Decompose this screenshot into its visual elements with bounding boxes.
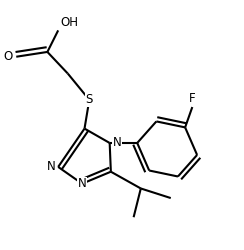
Text: N: N xyxy=(78,177,86,190)
Text: O: O xyxy=(3,50,13,63)
Text: N: N xyxy=(47,160,56,173)
Text: OH: OH xyxy=(61,16,79,29)
Text: S: S xyxy=(86,93,93,106)
Text: N: N xyxy=(112,136,121,149)
Text: F: F xyxy=(189,92,196,105)
